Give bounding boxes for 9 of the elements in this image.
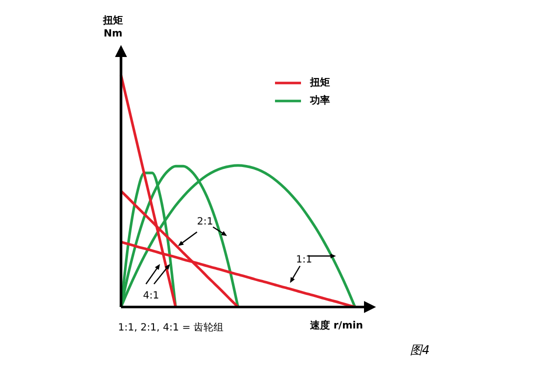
text: 1:1, 2:1, 4:1 = 齿轮组: [118, 322, 224, 334]
legend-label: 扭矩: [309, 76, 330, 89]
annotation: 2:1: [197, 216, 214, 228]
annotation: 1:1: [296, 254, 312, 266]
caption: 图4: [410, 343, 430, 358]
annotation: 4:1: [143, 290, 160, 302]
legend-label: 功率: [309, 94, 330, 107]
y-axis-title: 扭矩 Nm: [102, 14, 123, 40]
x-axis-title: 速度 r/min: [309, 320, 364, 332]
